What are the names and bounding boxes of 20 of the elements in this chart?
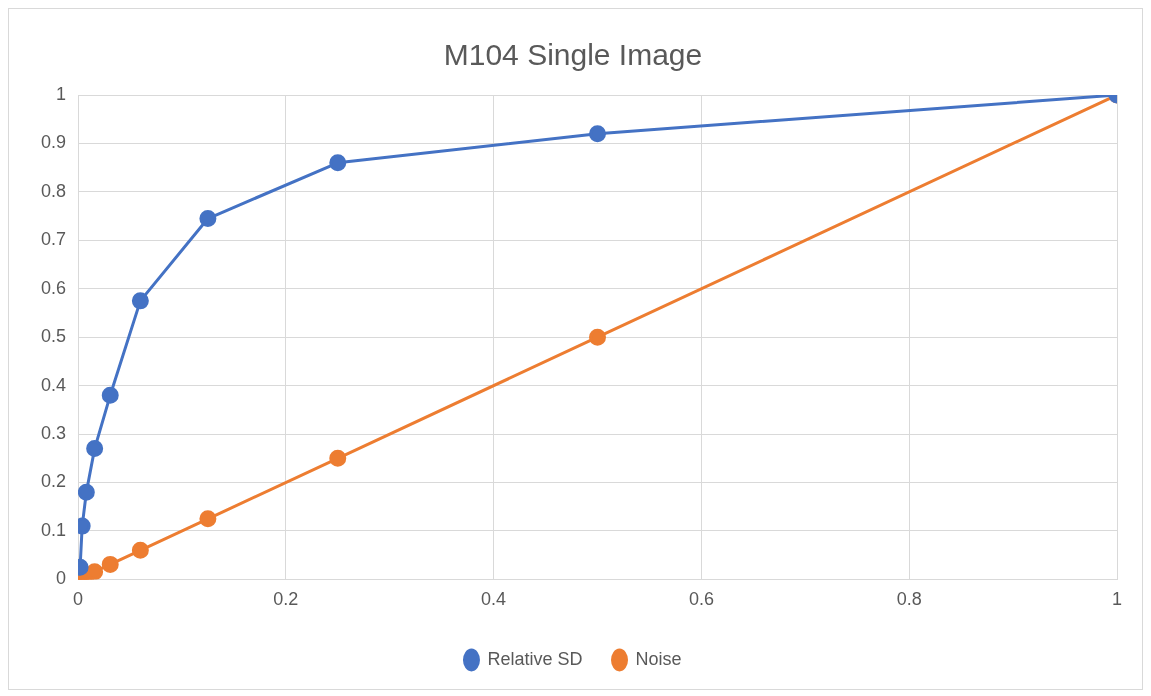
x-tick-label: 1 — [1111, 589, 1123, 610]
x-tick-label: 0 — [73, 589, 84, 610]
x-tick-label: 0.6 — [688, 589, 714, 610]
y-tick-label: 0.8 — [40, 180, 67, 201]
y-tick-label: 0.2 — [40, 471, 67, 492]
y-tick-label: 0 — [56, 568, 67, 589]
legend-label: Relative SD — [487, 648, 583, 669]
y-tick-label: 1 — [56, 83, 67, 104]
y-tick-label: 0.6 — [40, 277, 67, 298]
y-tick-label: 0.9 — [40, 132, 67, 153]
x-tick-label: 0.4 — [481, 589, 507, 610]
legend-label: Noise — [635, 648, 682, 669]
chart-title: M104 Single Image — [443, 38, 703, 72]
y-tick-label: 0.7 — [40, 229, 67, 250]
y-tick-label: 0.1 — [40, 519, 67, 540]
y-tick-label: 0.5 — [40, 326, 67, 347]
x-tick-label: 0.8 — [896, 589, 922, 610]
y-tick-label: 0.3 — [40, 423, 67, 444]
x-tick-label: 0.2 — [273, 589, 299, 610]
y-tick-label: 0.4 — [40, 374, 67, 395]
